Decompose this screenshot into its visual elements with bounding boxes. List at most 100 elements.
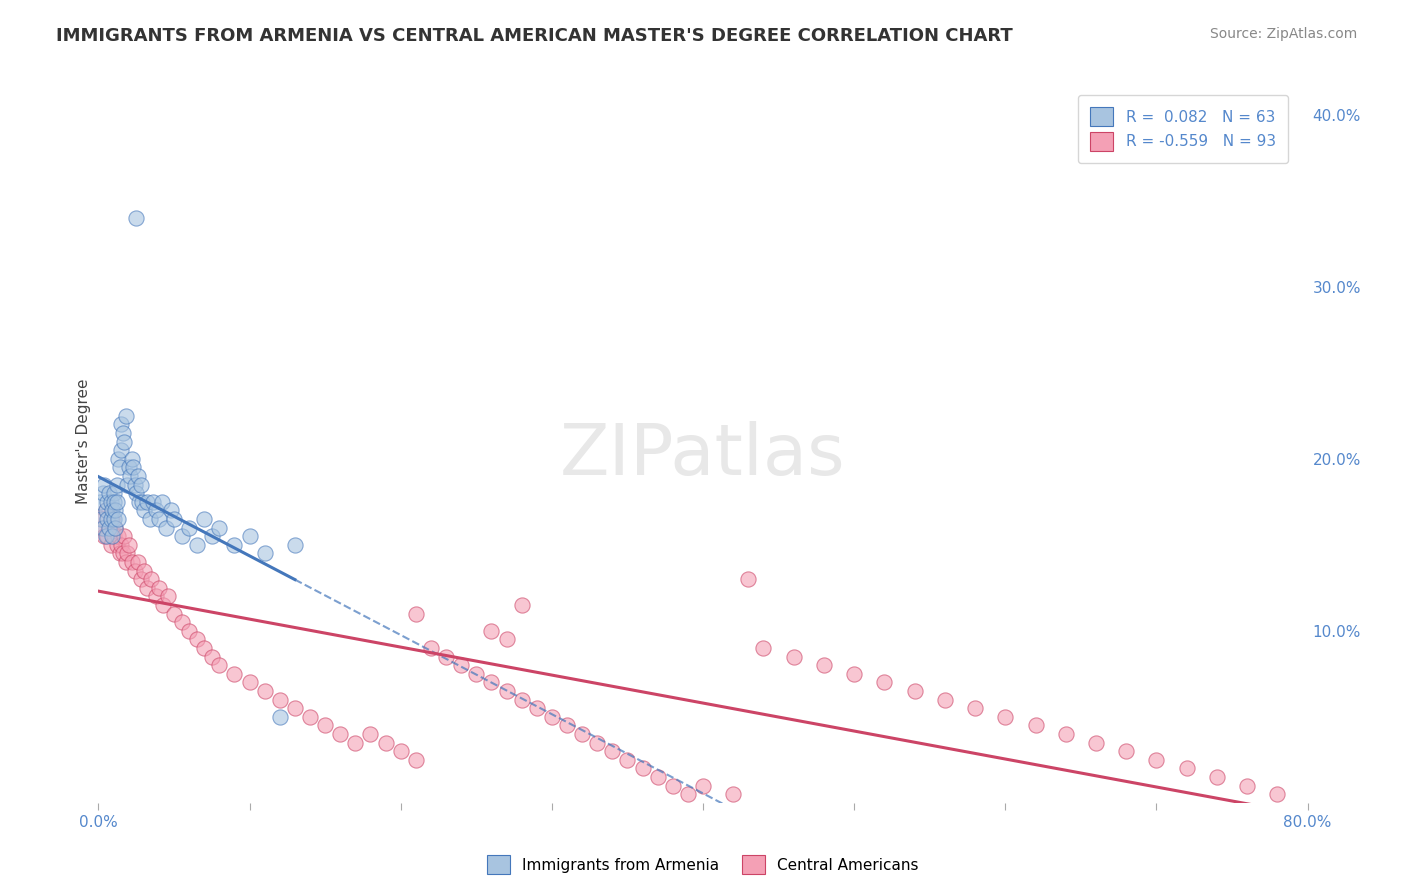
Point xyxy=(193,512,215,526)
Point xyxy=(737,572,759,586)
Point xyxy=(510,598,533,612)
Point xyxy=(103,494,125,508)
Point xyxy=(284,538,307,552)
Text: ZIPatlas: ZIPatlas xyxy=(560,422,846,491)
Point xyxy=(132,564,155,578)
Point xyxy=(105,538,128,552)
Point xyxy=(127,555,149,569)
Point xyxy=(135,581,157,595)
Point xyxy=(329,727,352,741)
Point xyxy=(124,477,146,491)
Point xyxy=(163,512,186,526)
Point xyxy=(112,434,135,449)
Point xyxy=(723,787,745,801)
Point xyxy=(105,494,128,508)
Point xyxy=(661,779,683,793)
Point xyxy=(1267,787,1289,801)
Point xyxy=(904,684,927,698)
Point xyxy=(540,710,562,724)
Point xyxy=(201,649,224,664)
Point xyxy=(139,512,162,526)
Point xyxy=(647,770,669,784)
Point xyxy=(104,520,127,534)
Point xyxy=(193,640,215,655)
Point xyxy=(98,520,121,534)
Point xyxy=(495,632,517,647)
Point xyxy=(616,753,638,767)
Point xyxy=(91,486,114,500)
Point xyxy=(1024,718,1046,732)
Point xyxy=(127,469,149,483)
Point xyxy=(179,520,201,534)
Point xyxy=(813,658,835,673)
Point xyxy=(170,529,193,543)
Point xyxy=(91,512,114,526)
Point xyxy=(128,494,150,508)
Point xyxy=(602,744,624,758)
Point xyxy=(121,555,143,569)
Point xyxy=(586,735,609,749)
Point xyxy=(844,666,866,681)
Point xyxy=(1085,735,1108,749)
Point xyxy=(114,555,136,569)
Point xyxy=(120,469,142,483)
Point xyxy=(105,477,128,491)
Point xyxy=(692,779,714,793)
Point xyxy=(122,460,145,475)
Point xyxy=(129,477,152,491)
Point xyxy=(91,520,114,534)
Point xyxy=(239,675,262,690)
Point xyxy=(93,477,115,491)
Point xyxy=(186,632,208,647)
Point xyxy=(112,529,135,543)
Point xyxy=(481,624,503,638)
Point xyxy=(155,520,177,534)
Point xyxy=(110,417,132,432)
Point xyxy=(1144,753,1167,767)
Point xyxy=(253,546,276,560)
Point xyxy=(98,486,121,500)
Point xyxy=(465,666,488,681)
Point xyxy=(131,494,153,508)
Point xyxy=(107,529,129,543)
Point xyxy=(1115,744,1137,758)
Point xyxy=(101,529,124,543)
Point xyxy=(100,538,122,552)
Point xyxy=(481,675,503,690)
Point xyxy=(156,590,179,604)
Point xyxy=(269,692,291,706)
Point xyxy=(360,727,382,741)
Point xyxy=(145,590,167,604)
Point xyxy=(965,701,987,715)
Point xyxy=(571,727,593,741)
Point xyxy=(434,649,457,664)
Point xyxy=(224,538,246,552)
Point xyxy=(118,538,141,552)
Point xyxy=(100,494,122,508)
Point xyxy=(224,666,246,681)
Point xyxy=(110,443,132,458)
Point xyxy=(389,744,412,758)
Point xyxy=(107,451,129,466)
Point xyxy=(510,692,533,706)
Point xyxy=(98,520,121,534)
Point xyxy=(253,684,276,698)
Point xyxy=(208,520,231,534)
Point xyxy=(96,529,118,543)
Point xyxy=(314,718,336,732)
Point xyxy=(115,477,138,491)
Point xyxy=(160,503,183,517)
Point xyxy=(121,451,143,466)
Point xyxy=(94,503,117,517)
Point xyxy=(148,512,170,526)
Point xyxy=(100,512,122,526)
Point xyxy=(631,761,654,775)
Point xyxy=(96,512,118,526)
Point xyxy=(179,624,201,638)
Point xyxy=(344,735,367,749)
Point xyxy=(103,486,125,500)
Point xyxy=(125,211,148,225)
Point xyxy=(873,675,896,690)
Point xyxy=(405,753,427,767)
Point xyxy=(1175,761,1198,775)
